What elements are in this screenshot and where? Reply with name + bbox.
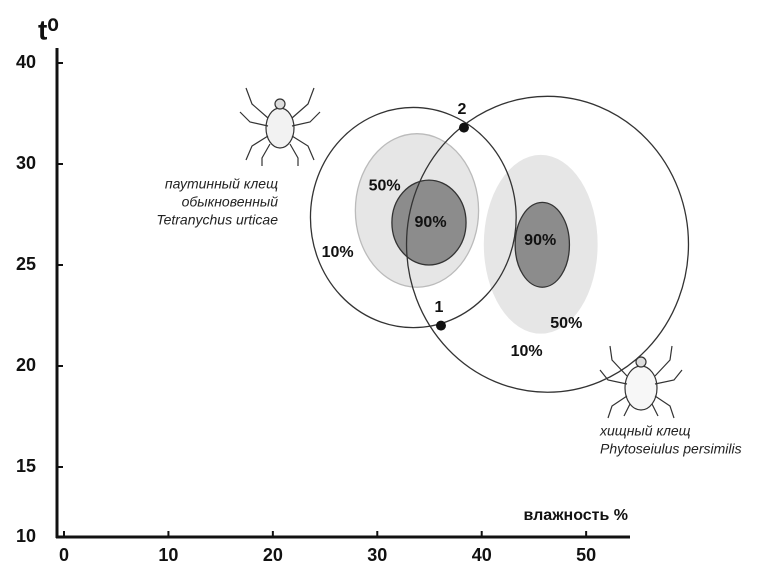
zone-label: 90% xyxy=(415,214,447,231)
point-label: 1 xyxy=(435,299,444,316)
zone-label: 90% xyxy=(524,232,556,249)
x-tick-label: 10 xyxy=(158,545,178,565)
niche-ellipse xyxy=(405,95,690,393)
zone-label: 10% xyxy=(322,244,354,261)
species-label: хищный клещ xyxy=(599,423,691,439)
y-tick-label: 15 xyxy=(16,456,36,476)
zone-label: 10% xyxy=(511,343,543,360)
species-label: Tetranychus urticae xyxy=(156,212,278,228)
y-tick-label: 40 xyxy=(16,52,36,72)
x-tick-label: 0 xyxy=(59,545,69,565)
zone-label: 50% xyxy=(550,315,582,332)
species-label: обыкновенный xyxy=(182,194,279,210)
mite-icon xyxy=(239,87,321,166)
zone-label: 50% xyxy=(369,177,401,194)
x-tick-label: 20 xyxy=(263,545,283,565)
x-tick-label: 50 xyxy=(576,545,596,565)
mite-icon xyxy=(599,345,683,419)
niche-ellipse xyxy=(391,179,467,266)
species-label: паутинный клещ xyxy=(165,176,278,192)
point xyxy=(435,320,446,331)
point xyxy=(458,122,469,133)
x-axis-label: влажность % xyxy=(524,507,629,524)
y-tick-label: 10 xyxy=(16,526,36,546)
y-axis-label: t⁰ xyxy=(38,14,59,45)
species-label: Phytoseiulus persimilis xyxy=(600,441,742,457)
niche-ellipse xyxy=(514,201,571,288)
point-label: 2 xyxy=(458,101,467,118)
y-tick-label: 20 xyxy=(16,355,36,375)
y-tick-label: 25 xyxy=(16,254,36,274)
x-tick-label: 30 xyxy=(367,545,387,565)
x-tick-label: 40 xyxy=(472,545,492,565)
y-tick-label: 30 xyxy=(16,153,36,173)
niche-ellipse xyxy=(309,106,517,329)
